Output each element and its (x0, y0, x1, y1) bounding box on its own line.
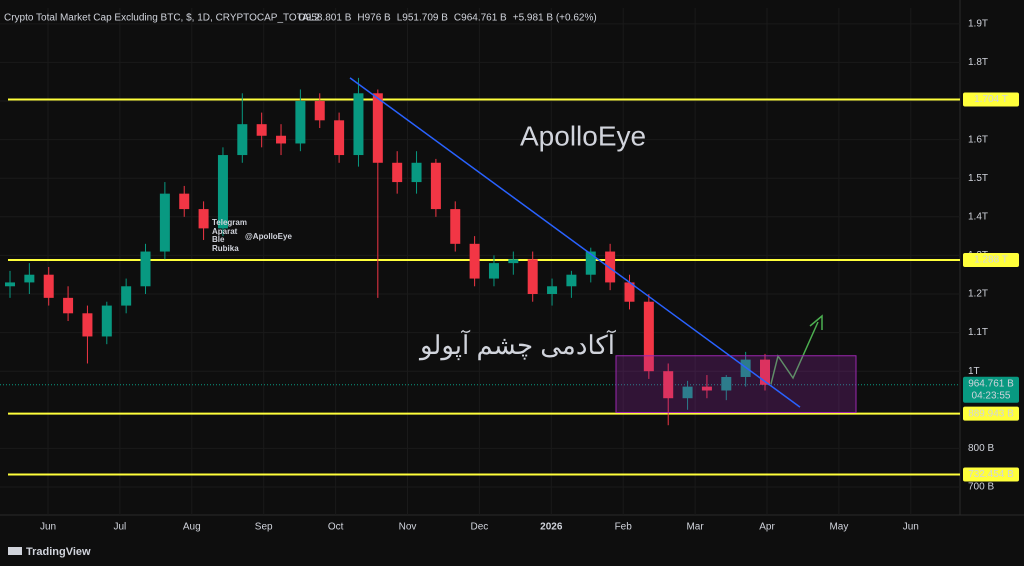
arrow-head (809, 314, 823, 330)
drawings (349, 77, 857, 413)
candle-body (701, 386, 712, 391)
candle-body (256, 124, 267, 136)
header-stat: +5.981 B (+0.62%) (513, 13, 597, 24)
x-tick-label: Aug (183, 522, 201, 533)
y-tick-label: 1.6T (968, 134, 988, 145)
candle-body (392, 162, 403, 183)
note: Aparat (212, 227, 238, 236)
y-tick-label: 1.2T (968, 289, 988, 300)
candle-body (663, 371, 674, 399)
header-stat: H976 B (357, 13, 391, 24)
x-tick-label: Jun (903, 522, 919, 533)
candle-body (140, 251, 151, 287)
note: Rubika (212, 244, 239, 253)
x-tick-label: Jun (40, 522, 56, 533)
candle-body (605, 251, 616, 283)
candle-body (82, 313, 93, 337)
candle-body (740, 359, 751, 377)
y-tick-label: 1.8T (968, 57, 988, 68)
level-label: 1.704 T (974, 94, 1008, 105)
range-box (615, 355, 857, 413)
candle-body (760, 359, 770, 385)
candles (5, 77, 770, 426)
trendline (349, 77, 801, 408)
header-stat: C964.761 B (454, 13, 507, 24)
candle-body (276, 135, 287, 144)
level-tag (963, 92, 1019, 107)
level-label: 1.288 T (974, 255, 1008, 266)
persian-watermark: آکادمی چشم آپولو (418, 329, 617, 361)
candle-body (101, 305, 112, 337)
brand: TradingView (26, 546, 91, 558)
x-tick-label: Apr (759, 522, 775, 533)
watermark: ApolloEye (520, 120, 646, 151)
candle-body (159, 193, 170, 252)
projection-arrow (770, 321, 819, 385)
candle-body (198, 209, 209, 229)
candle-body (430, 162, 441, 210)
candle-body (372, 93, 383, 163)
candle-body (353, 93, 364, 156)
note: Telegram (212, 218, 247, 227)
candle-body (43, 274, 54, 298)
y-tick-label: 1.1T (968, 327, 988, 338)
levels: 1.704 T 1.288 T 889.943 B 732.454 B 964.761 … (0, 92, 1019, 482)
candle-body (121, 286, 132, 306)
candle-body (682, 386, 693, 399)
candle-body (217, 155, 228, 229)
last-price-tag (963, 376, 1019, 403)
candle-body (24, 274, 35, 283)
candle-body (508, 259, 519, 264)
x-tick-label: May (829, 522, 848, 533)
y-tick-label: 1T (968, 366, 980, 377)
candle-body (179, 193, 190, 210)
candle-body (488, 263, 499, 279)
candle-body (721, 376, 732, 391)
note: @ApolloEye (245, 232, 292, 241)
candle-body (585, 251, 596, 275)
x-tick-label: Oct (328, 522, 344, 533)
level-tag (963, 253, 1019, 268)
candle-body (450, 209, 461, 244)
countdown: 04:23:55 (972, 390, 1011, 401)
candle-body (5, 282, 15, 287)
chart-title: Crypto Total Market Cap Excluding BTC, $… (4, 13, 320, 24)
x-tick-label: Jul (114, 522, 127, 533)
y-tick-label: 700 B (968, 482, 994, 493)
last-price-label: 964.761 B (968, 378, 1014, 389)
level-tag (963, 467, 1019, 482)
level-tag (963, 406, 1019, 421)
candle-body (469, 243, 480, 279)
candle-body (643, 301, 654, 372)
candle-body (411, 162, 422, 183)
x-tick-label: Feb (615, 522, 633, 533)
level-label: 732.454 B (968, 469, 1014, 480)
level-label: 889.943 B (968, 408, 1014, 419)
y-tick-label: 800 B (968, 443, 994, 454)
candle-body (566, 274, 577, 287)
header-stat: O958.801 B (298, 13, 352, 24)
x-tick-label: Nov (399, 522, 417, 533)
candle-body (547, 286, 558, 294)
header-stat: L951.709 B (397, 13, 448, 24)
x-tick-label: Mar (686, 522, 704, 533)
candle-body (237, 124, 248, 156)
candle-body (295, 101, 306, 144)
note: Ble (212, 235, 225, 244)
y-tick-label: 1.4T (968, 211, 988, 222)
candle-body (527, 259, 538, 294)
brand-logo (8, 547, 22, 555)
x-tick-label: Dec (471, 522, 489, 533)
y-tick-label: 1.5T (968, 173, 988, 184)
candle-body (314, 101, 325, 121)
candle-body (624, 282, 635, 302)
candle-body (63, 297, 74, 314)
y-tick-label: 1.9T (968, 18, 988, 29)
header-stats: O958.801 B H976 B L951.709 B C964.761 B +5.9… (298, 13, 597, 24)
candle-body (334, 120, 345, 156)
x-tick-label: 2026 (540, 522, 563, 533)
x-tick-label: Sep (255, 522, 273, 533)
